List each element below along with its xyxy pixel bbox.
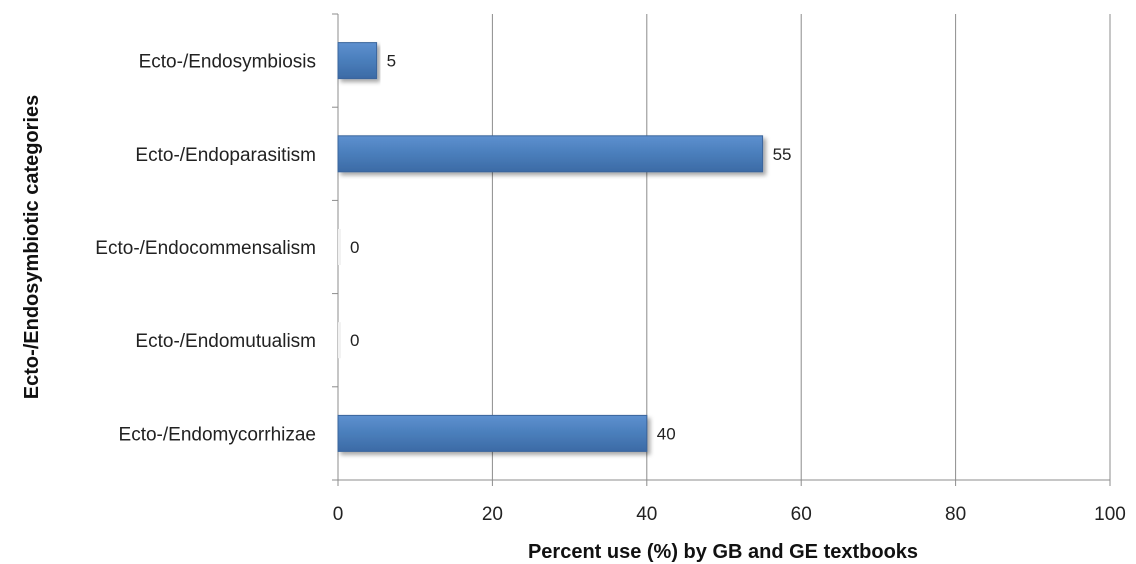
bars (337, 42, 764, 452)
x-tick-label: 60 (791, 504, 812, 525)
y-category-label: Ecto-/Endomycorrhizae (119, 424, 316, 445)
bar (337, 42, 378, 80)
labels: 0 20 40 60 80 100 Ecto-/Endosymbiosis 5 Ecto-/En… (95, 52, 1126, 525)
y-axis-title: Ecto-/Endosymbiotic categories (21, 95, 43, 400)
y-category-label: Ecto-/Endosymbiosis (139, 52, 316, 73)
x-tick-label: 80 (945, 504, 966, 525)
y-category-label: Ecto-/Endocommensalism (95, 238, 316, 259)
x-tick-label: 40 (636, 504, 657, 525)
bar-data-label: 0 (350, 238, 359, 257)
bar-data-label: 40 (657, 424, 676, 443)
bar (338, 229, 341, 265)
gridlines (491, 14, 1111, 480)
bar (337, 414, 648, 452)
bar-data-label: 55 (773, 145, 792, 164)
x-axis-title: Percent use (%) by GB and GE textbooks (528, 541, 918, 563)
bar (338, 322, 341, 359)
bar-data-label: 5 (387, 52, 396, 71)
x-tick-label: 100 (1094, 504, 1126, 525)
y-category-label: Ecto-/Endomutualism (135, 331, 316, 352)
x-tick-label: 20 (482, 504, 503, 525)
bar-data-label: 0 (350, 331, 359, 350)
y-category-label: Ecto-/Endoparasitism (135, 145, 316, 166)
x-tick-label: 0 (333, 504, 344, 525)
bar (337, 135, 764, 173)
